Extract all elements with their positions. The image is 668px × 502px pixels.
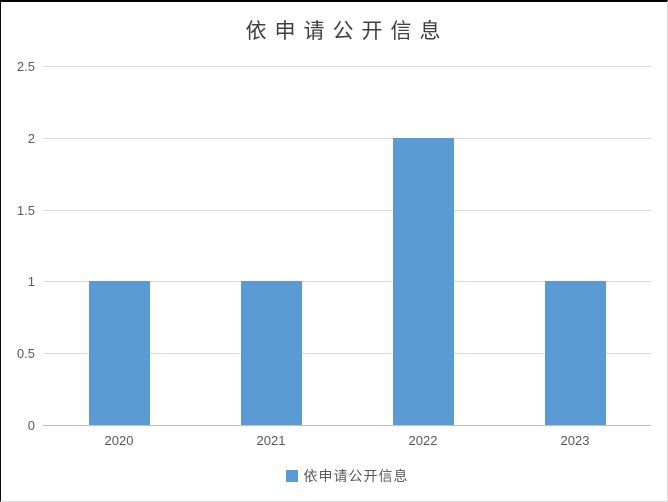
bar-2023 — [545, 281, 606, 425]
y-tick-label: 1.5 — [16, 203, 35, 218]
legend-swatch-icon — [285, 470, 298, 482]
bar-2020 — [89, 281, 150, 425]
gridline — [43, 138, 651, 139]
y-tick-label: 0.5 — [16, 346, 35, 361]
x-tick-label: 2020 — [104, 433, 134, 448]
gridline — [43, 210, 651, 211]
bar-2022 — [393, 138, 454, 425]
y-tick-label: 2 — [27, 131, 35, 146]
y-tick-label: 2.5 — [16, 59, 35, 74]
plot-area — [43, 66, 651, 426]
x-tick-label: 2023 — [560, 433, 590, 448]
y-tick-label: 1 — [27, 274, 35, 289]
gridline — [43, 281, 651, 282]
bar-2021 — [241, 281, 302, 425]
chart-title: 依申请公开信息 — [245, 20, 449, 43]
legend: 依申请公开信息 — [43, 468, 651, 484]
x-tick-label: 2021 — [256, 433, 286, 448]
x-tick-label: 2022 — [408, 433, 438, 448]
y-tick-label: 0 — [27, 418, 35, 433]
gridline — [43, 353, 651, 354]
legend-label: 依申请公开信息 — [303, 468, 409, 484]
gridline — [43, 66, 651, 67]
